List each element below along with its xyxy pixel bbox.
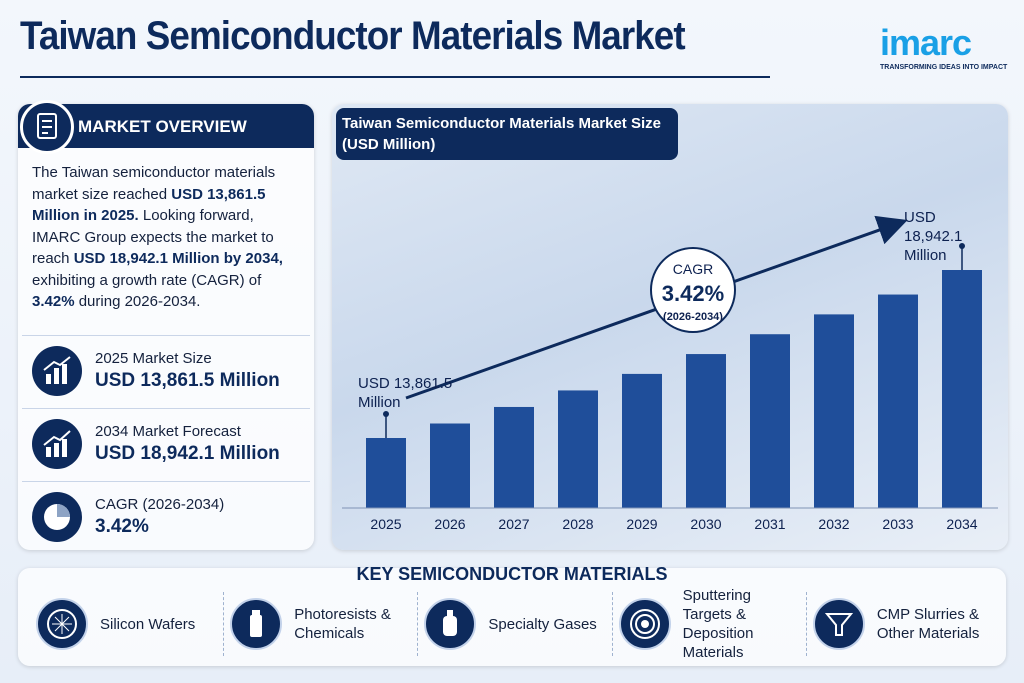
stat-icon	[32, 419, 82, 469]
stat-row: 2034 Market Forecast USD 18,942.1 Million	[22, 408, 310, 479]
material-label: Sputtering Targets & Deposition Material…	[682, 587, 754, 661]
icon	[250, 610, 263, 637]
material-label: Silicon Wafers	[100, 615, 196, 633]
stat-label: CAGR (2026-2034)	[95, 496, 225, 513]
logo: imarc	[880, 22, 972, 63]
logo-tagline: TRANSFORMING IDEAS INTO IMPACT	[880, 64, 1008, 71]
x-tick-label: 2033	[882, 516, 913, 532]
materials-list: Silicon Wafers Photoresists & Chemicals Sp…	[30, 587, 1000, 661]
bar	[750, 334, 790, 508]
icon	[44, 504, 70, 530]
label-dot	[959, 243, 965, 249]
paragraph-segment: exhibiting a growth rate (CAGR) of	[32, 271, 262, 289]
value-label: USD 18,942.1 Million	[904, 209, 963, 264]
overview-heading: MARKET OVERVIEW	[78, 117, 247, 136]
stat-icon	[32, 492, 82, 542]
bar	[942, 270, 982, 508]
stat-value: USD 13,861.5 Million	[95, 370, 280, 391]
x-tick-label: 2032	[818, 516, 849, 532]
stat-row: CAGR (2026-2034) 3.42%	[22, 481, 310, 552]
material-icon	[230, 598, 283, 650]
paragraph-segment: during 2026-2034.	[74, 293, 201, 310]
bar	[622, 373, 662, 508]
cagr-label: CAGR	[673, 261, 713, 277]
paragraph-segment: USD 13,861.5 Million in 2025.	[32, 185, 266, 225]
icon	[43, 430, 71, 457]
stat-value: USD 18,942.1 Million	[95, 443, 280, 464]
material-icon	[424, 598, 477, 650]
icon	[37, 113, 57, 139]
x-tick-label: 2027	[498, 516, 529, 532]
material-item: Photoresists & Chemicals	[224, 592, 419, 656]
x-tick-label: 2028	[562, 516, 593, 532]
stat-icon	[32, 346, 82, 396]
bar	[366, 438, 406, 508]
title-rule	[20, 76, 770, 78]
bar	[686, 354, 726, 508]
x-tick-label: 2030	[690, 516, 721, 532]
chart: 2025 2026 2027 2028 2029 2030 2031 2032 2033 2034…	[342, 215, 998, 532]
stat-label: 2025 Market Size	[95, 350, 212, 367]
icon	[443, 610, 458, 636]
material-item: Specialty Gases	[418, 592, 613, 656]
material-label: Photoresists & Chemicals	[294, 606, 391, 642]
material-label: Specialty Gases	[488, 615, 597, 633]
page-title: Taiwan Semiconductor Materials Market	[20, 14, 686, 58]
paragraph-segment: The Taiwan semiconductor materials marke…	[32, 164, 276, 203]
paragraph-segment: Looking forward, IMARC Group expects the…	[32, 207, 274, 267]
chart-title: Taiwan Semiconductor Materials Market Si…	[336, 108, 678, 160]
value-label: USD 13,861.5 Million	[358, 375, 453, 411]
overview-paragraph: The Taiwan semiconductor materials marke…	[32, 162, 304, 313]
x-tick-label: 2029	[626, 516, 657, 532]
materials-heading: KEY SEMICONDUCTOR MATERIALS	[356, 564, 668, 584]
icon	[629, 609, 660, 639]
material-item: Silicon Wafers	[30, 592, 225, 656]
x-tick-label: 2026	[434, 516, 465, 532]
paragraph-segment: 3.42%	[32, 293, 75, 310]
material-icon	[812, 598, 865, 650]
icon	[824, 613, 853, 636]
overview-panel	[18, 104, 314, 550]
x-tick-label: 2025	[370, 516, 401, 532]
x-tick-label: 2034	[946, 516, 977, 532]
material-icon	[618, 598, 671, 650]
cagr-badge	[650, 247, 736, 333]
paragraph-segment: USD 18,942.1 Million by 2034,	[73, 250, 283, 267]
bar	[558, 390, 598, 508]
stat-value: 3.42%	[95, 516, 149, 537]
bar	[430, 423, 470, 508]
stat-label: 2034 Market Forecast	[95, 423, 241, 440]
cagr-period: (2026-2034)	[663, 311, 723, 323]
cagr-arrow	[405, 215, 908, 400]
overview-icon	[20, 100, 74, 154]
material-label: CMP Slurries & Other Materials	[876, 606, 980, 642]
bar	[814, 314, 854, 508]
material-item: Sputtering Targets & Deposition Material…	[613, 587, 807, 661]
material-icon	[36, 598, 88, 650]
bar	[878, 294, 918, 508]
bar	[494, 406, 534, 508]
x-tick-label: 2031	[754, 516, 785, 532]
stat-row: 2025 Market Size USD 13,861.5 Million	[22, 335, 310, 406]
material-item: CMP Slurries & Other Materials	[807, 592, 1000, 656]
cagr-value: 3.42%	[662, 281, 724, 306]
icon	[47, 609, 77, 639]
icon	[43, 356, 71, 384]
label-dot	[383, 411, 389, 417]
